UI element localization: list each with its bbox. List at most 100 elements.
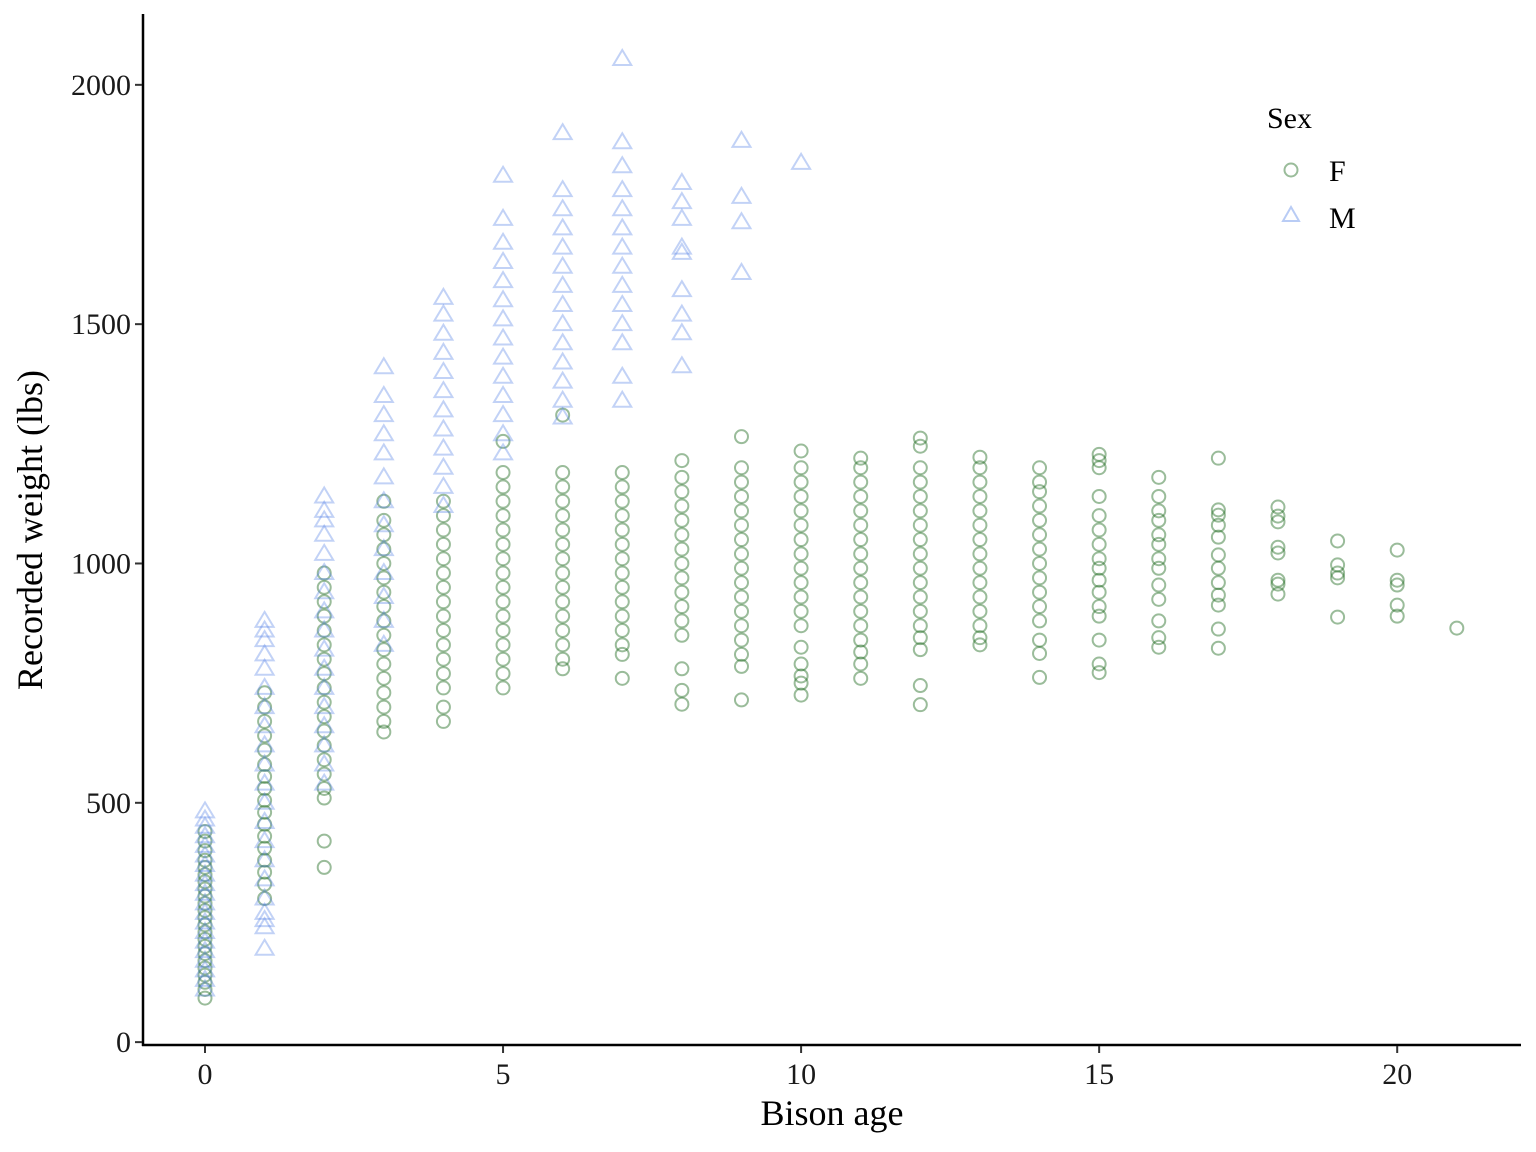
data-point-f [674,696,690,712]
data-point-m [253,916,276,935]
data-point-f [1091,599,1107,615]
data-point-f [495,433,511,449]
data-point-f [1151,560,1167,576]
data-point-f [316,666,332,682]
data-point-f [316,766,332,782]
data-point-m [253,887,276,906]
data-point-f [853,546,869,562]
data-point-f [614,670,630,686]
data-point-f [733,646,749,662]
data-point-m [373,356,395,375]
data-point-f [733,575,749,591]
data-point-f [435,622,451,638]
data-point-f [316,680,332,696]
series-f [197,407,1465,1006]
data-point-f [1330,565,1346,581]
legend-title: Sex [1267,102,1312,135]
data-point-m [194,959,216,978]
data-point-f [376,699,392,715]
data-point-f [733,658,749,674]
data-point-f [435,666,451,682]
y-axis-title: Recorded weight (lbs) [10,370,50,690]
data-point-f [793,668,809,684]
data-point-m [551,255,574,274]
data-point-f [853,560,869,576]
data-point-m [432,303,455,322]
data-point-f [1032,555,1048,571]
data-point-f [912,503,928,519]
series-m [194,48,812,997]
data-point-f [733,532,749,548]
data-point-f [555,493,571,509]
data-point-f [733,692,749,708]
data-point-f [853,450,869,466]
data-point-m [194,882,216,901]
data-point-m [492,346,514,365]
data-point-f [674,570,690,586]
data-point-f [1210,587,1226,603]
data-point-m [432,322,455,341]
data-point-f [1032,632,1048,648]
data-point-f [793,618,809,634]
data-point-m [551,294,574,313]
data-point-f [1032,498,1048,514]
data-point-f [912,532,928,548]
data-point-f [912,697,928,713]
data-point-m [611,131,634,150]
data-point-f [853,460,869,476]
data-point-f [793,474,809,490]
data-point-f [1091,536,1107,552]
data-point-f [257,757,273,773]
data-point-f [1091,488,1107,504]
data-point-f [197,833,213,849]
data-point-m [492,442,514,461]
data-point-m [194,949,216,968]
data-point-f [1032,484,1048,500]
data-point-m [253,868,276,887]
data-point-f [1091,584,1107,600]
data-point-f [733,429,749,445]
data-point-f [972,517,988,533]
data-point-f [733,503,749,519]
data-point-f [197,867,213,883]
data-point-f [1210,507,1226,523]
data-point-f [733,603,749,619]
data-point-f [316,579,332,595]
data-point-m [671,172,693,190]
data-point-f [1270,508,1286,524]
data-point-f [1091,453,1107,469]
data-point-m [313,619,335,638]
data-point-f [197,946,213,962]
data-point-f [376,713,392,729]
data-point-m [671,236,693,255]
y-tick-label: 1000 [71,547,131,580]
data-point-f [1210,621,1226,637]
data-point-f [733,632,749,648]
data-point-m [432,437,455,456]
data-point-f [972,637,988,653]
data-point-m [194,978,216,997]
data-point-f [435,551,451,567]
data-point-m [611,198,634,217]
data-point-m [194,930,216,949]
data-point-f [853,618,869,634]
data-point-f [495,465,511,481]
data-point-m [432,495,455,514]
data-point-f [257,804,273,820]
data-point-f [257,728,273,744]
data-point-m [373,562,395,581]
data-point-f [435,680,451,696]
data-point-m [432,456,455,475]
data-point-f [1449,620,1465,636]
data-point-m [313,562,335,581]
data-point-f [197,888,213,904]
data-point-f [197,910,213,926]
data-point-f [1091,560,1107,576]
data-point-m [373,633,395,652]
data-point-f [1032,669,1048,685]
data-point-m [671,355,693,374]
data-point-f [257,742,273,758]
data-point-m [551,313,574,332]
data-point-f [495,522,511,538]
data-point-f [614,536,630,552]
